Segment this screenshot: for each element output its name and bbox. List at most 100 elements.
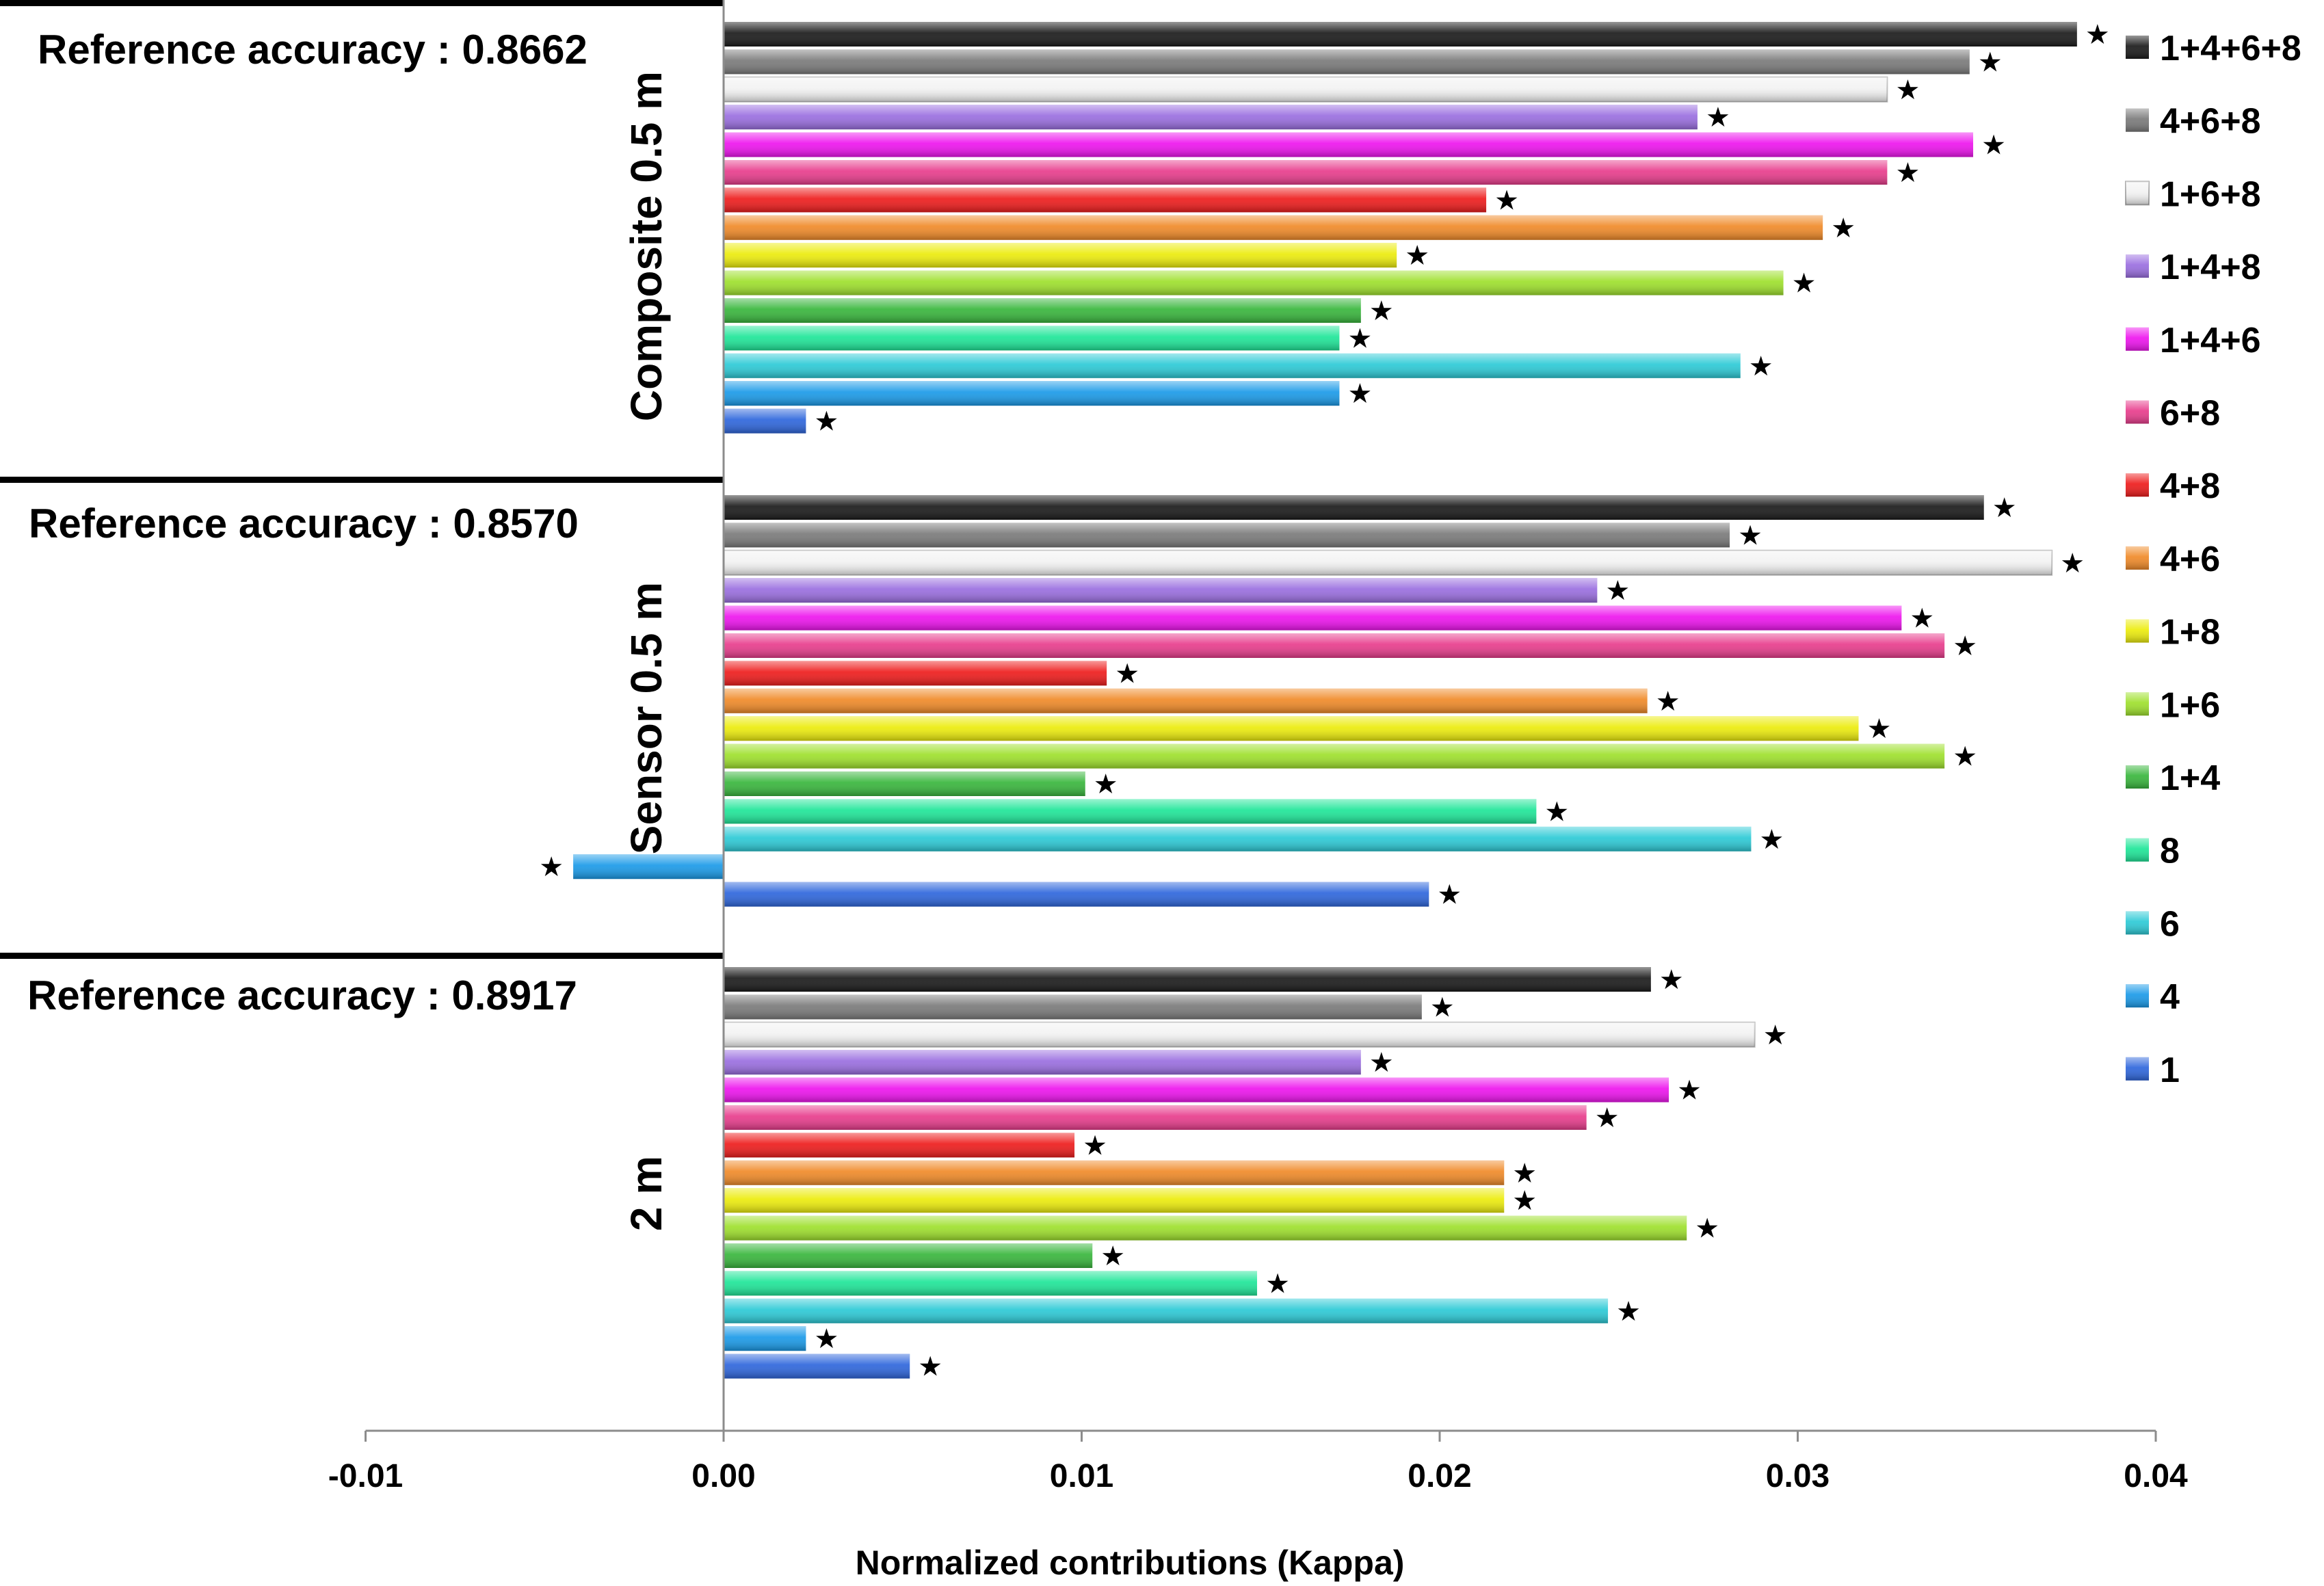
significance-star: ★ (1867, 713, 1892, 745)
group-label: Composite 0.5 m (622, 71, 671, 421)
bar-shading (724, 495, 1984, 520)
legend-swatch-shading (2126, 765, 2149, 789)
legend-swatch-shading (2126, 473, 2149, 497)
significance-star: ★ (1115, 658, 1139, 689)
significance-star: ★ (1347, 378, 1372, 410)
legend-label: 8 (2160, 832, 2180, 871)
legend-label: 1+4+6 (2160, 321, 2261, 360)
legend-swatch-shading (2126, 838, 2149, 862)
bar-shading (724, 550, 2052, 575)
bar-shading (724, 160, 1888, 185)
legend-label: 4+8 (2160, 466, 2220, 506)
significance-star: ★ (1595, 1102, 1620, 1134)
legend-swatch-shading (2126, 911, 2149, 935)
significance-star: ★ (1706, 102, 1730, 133)
bar-shading (724, 270, 1784, 295)
legend-swatch-shading (2126, 546, 2149, 570)
bar-shading (724, 215, 1823, 240)
reference-accuracy-label: Reference accuracy : 0.8917 (27, 973, 577, 1018)
significance-star: ★ (1695, 1213, 1719, 1245)
bar-shading (724, 1105, 1587, 1130)
significance-star: ★ (1895, 157, 1920, 189)
significance-star: ★ (1953, 741, 1977, 773)
legend-label: 6 (2160, 904, 2180, 944)
bar-shading (724, 1188, 1505, 1213)
bars-layer: ★ ★ ★ ★ ★ ★ ★ ★ ★ ★ ★ ★ ★ ★ ★ ★ ★ ★ ★ ★ ★ ★ ★ ★ ★ ★ ★ ★ ★ ★ ★ ★ ★ ★ ★ ★ ★ ★ ★ ★… (539, 19, 2110, 1383)
significance-star: ★ (1512, 1185, 1537, 1217)
legend-swatch-shading (2126, 984, 2149, 1008)
significance-star: ★ (1430, 992, 1455, 1023)
bar-shading (724, 994, 1422, 1020)
significance-star: ★ (1094, 769, 1118, 800)
group-separator (0, 477, 724, 483)
bar-shading (724, 523, 1730, 548)
bar-shading (724, 22, 2077, 47)
legend-label: 4+6+8 (2160, 102, 2261, 142)
significance-star: ★ (1083, 1130, 1107, 1161)
legend: 1+4+6+8 4+6+8 1+6+8 1+4+8 1+4+6 6+8 4+8 4+6 1+8 1… (2125, 29, 2301, 1090)
significance-star: ★ (1369, 1047, 1394, 1079)
significance-star: ★ (1437, 880, 1462, 911)
bar-shading (724, 661, 1107, 686)
significance-star: ★ (1544, 796, 1569, 828)
significance-star: ★ (1831, 213, 1856, 244)
bar-shading (724, 49, 1970, 75)
legend-swatch-shading (2126, 1057, 2149, 1081)
significance-star: ★ (1659, 964, 1684, 996)
significance-star: ★ (918, 1351, 942, 1383)
significance-star: ★ (1405, 240, 1429, 272)
bar-shading (724, 771, 1085, 796)
significance-star: ★ (1910, 603, 1934, 635)
significance-star: ★ (814, 406, 839, 438)
bar-shading (724, 1215, 1687, 1241)
bar-shading (724, 967, 1651, 992)
significance-star: ★ (1347, 323, 1372, 354)
bar-shading (724, 1050, 1361, 1075)
significance-star: ★ (1978, 47, 2003, 78)
legend-swatch-shading (2126, 619, 2149, 643)
significance-star: ★ (1369, 295, 1394, 327)
legend-swatch-shading (2126, 181, 2149, 205)
significance-star: ★ (1749, 351, 1773, 382)
legend-label: 1+6 (2160, 685, 2220, 725)
significance-star: ★ (1760, 824, 1784, 856)
bar-shading (724, 882, 1429, 907)
significance-star: ★ (814, 1323, 839, 1355)
bar-shading (724, 326, 1340, 351)
bar-shading (724, 105, 1698, 130)
group-label: Sensor 0.5 m (622, 582, 671, 854)
x-tick-label: 0.03 (1766, 1458, 1830, 1494)
bar-shading (724, 1326, 806, 1351)
significance-star: ★ (1494, 185, 1519, 216)
legend-label: 1+8 (2160, 613, 2220, 652)
x-tick-label: -0.01 (328, 1458, 403, 1494)
x-tick-label: 0.00 (691, 1458, 755, 1494)
legend-label: 1+4+6+8 (2160, 29, 2301, 68)
significance-star: ★ (1656, 686, 1680, 717)
significance-star: ★ (1616, 1296, 1641, 1327)
legend-swatch-shading (2126, 254, 2149, 278)
bar-shading (724, 77, 1888, 102)
group-separator (0, 953, 724, 959)
significance-star: ★ (1992, 492, 2017, 524)
significance-star: ★ (1895, 75, 1920, 106)
legend-swatch-shading (2126, 692, 2149, 716)
bar-shading (724, 688, 1648, 713)
bar-shading (724, 1243, 1093, 1268)
significance-star: ★ (1265, 1268, 1290, 1299)
legend-swatch-shading (2126, 327, 2149, 351)
x-tick-label: 0.02 (1408, 1458, 1471, 1494)
legend-label: 1+4+8 (2160, 248, 2261, 287)
significance-star: ★ (2060, 548, 2085, 579)
significance-star: ★ (1763, 1020, 1788, 1051)
significance-star: ★ (1981, 130, 2006, 161)
bar-shading (724, 1271, 1258, 1296)
x-tick-label: 0.01 (1050, 1458, 1113, 1494)
bar-shading (724, 132, 1974, 157)
bar-shading (724, 243, 1397, 268)
bar-shading (724, 353, 1741, 378)
significance-star: ★ (1100, 1241, 1125, 1272)
significance-star: ★ (1738, 520, 1762, 551)
bar-shading (724, 578, 1598, 603)
bar-shading (724, 1353, 910, 1379)
